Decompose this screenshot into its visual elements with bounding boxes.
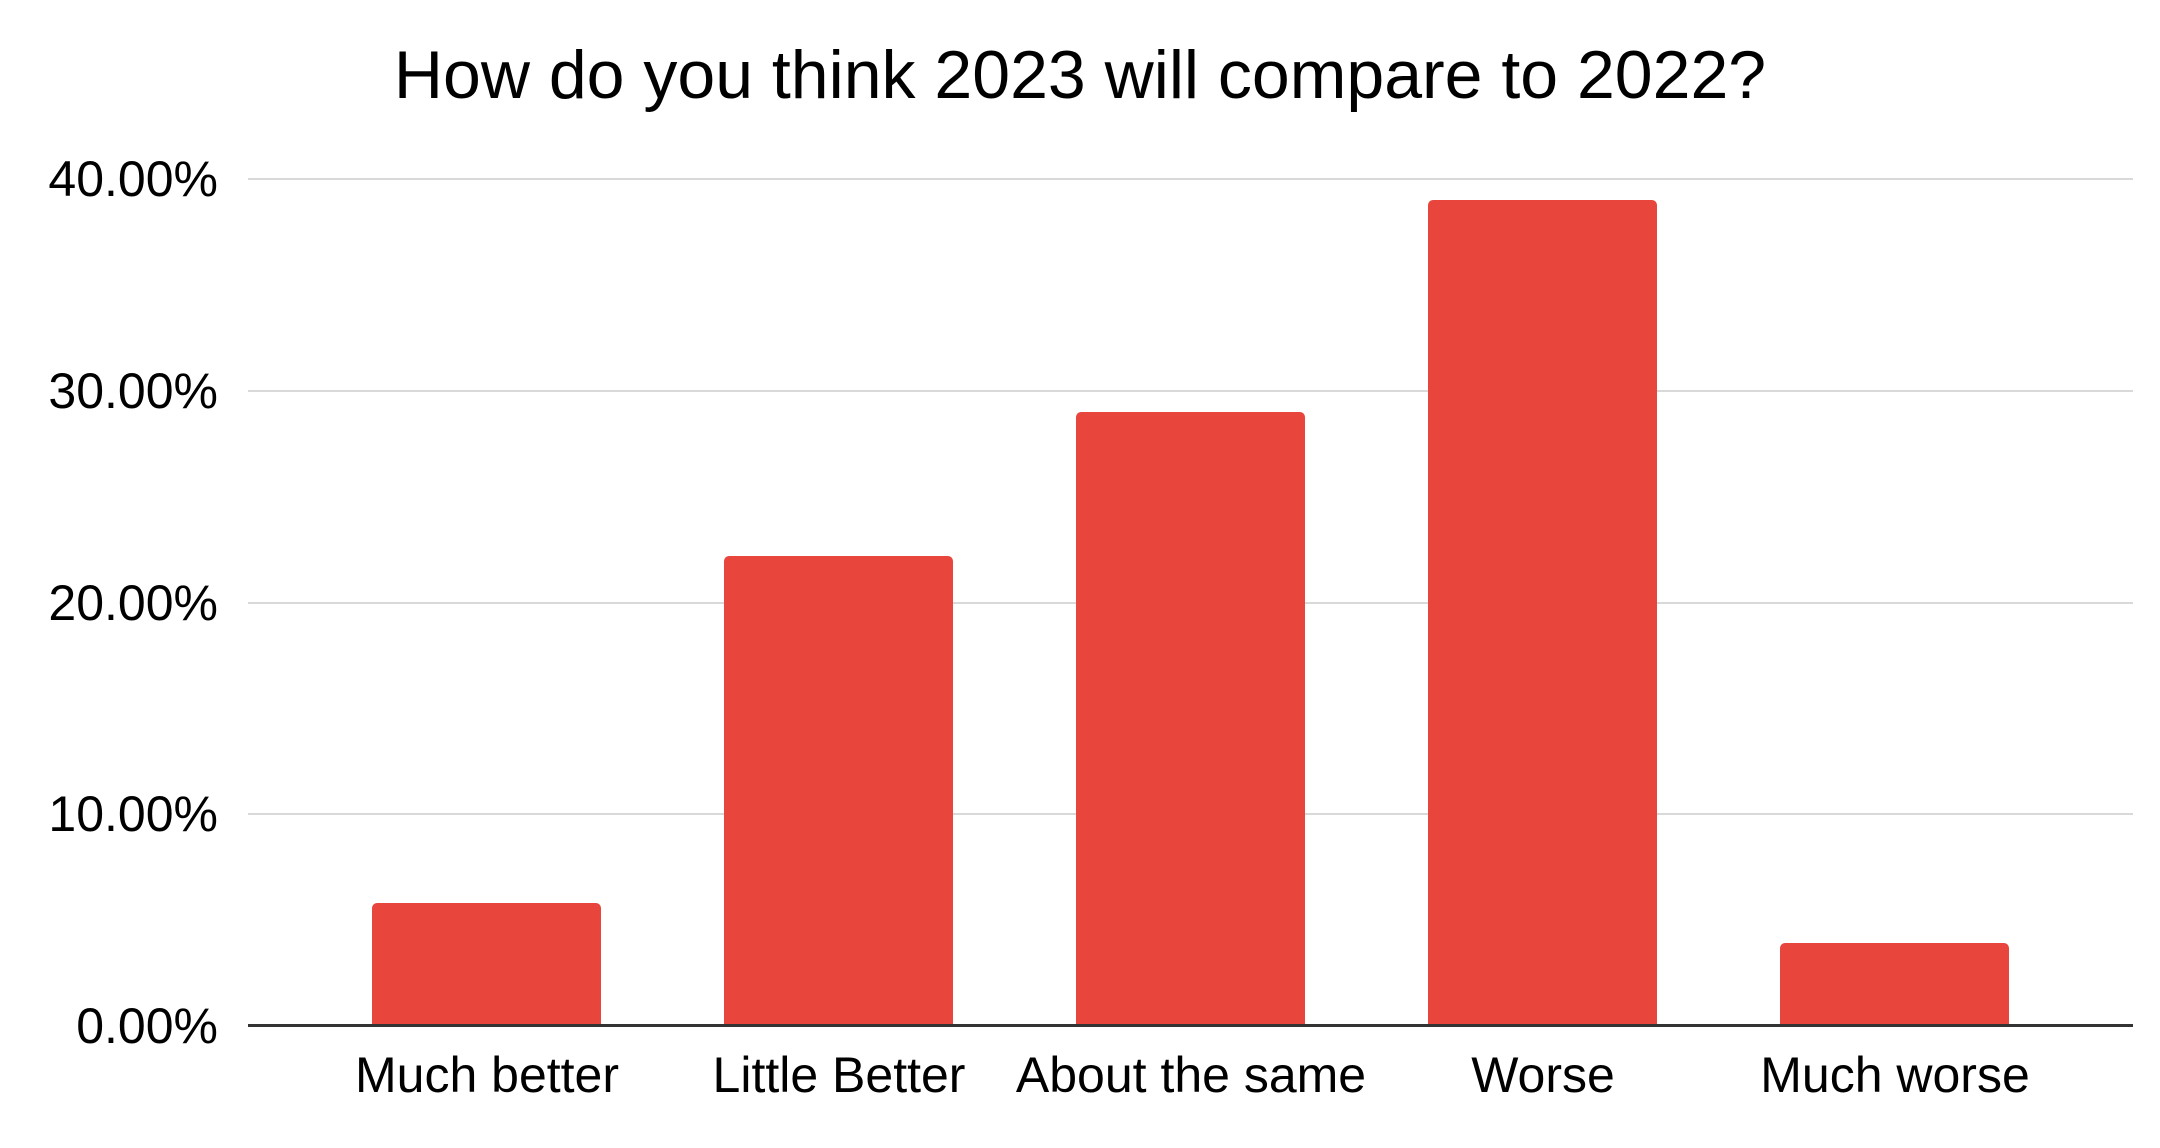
y-tick-label-20-percent: 20.00% (48, 575, 218, 631)
x-tick-label-much-better: Much better (354, 1047, 620, 1103)
gridline-40-percent (248, 178, 2133, 180)
gridline-30-percent (248, 390, 2133, 392)
plot-area (248, 178, 2133, 1027)
bar-about-the-same (1076, 412, 1305, 1026)
chart-title: How do you think 2023 will compare to 20… (393, 37, 1767, 113)
x-tick-label-much-worse: Much worse (1760, 1047, 2030, 1103)
y-tick-label-10-percent: 10.00% (48, 786, 218, 842)
bar-much-worse (1780, 943, 2009, 1026)
y-tick-label-30-percent: 30.00% (48, 363, 218, 419)
x-tick-label-about-the-same: About the same (1015, 1047, 1367, 1103)
x-tick-label-little-better: Little Better (712, 1047, 966, 1103)
bar-worse (1428, 200, 1657, 1026)
y-tick-label-40-percent: 40.00% (48, 151, 218, 207)
x-tick-label-worse: Worse (1471, 1047, 1615, 1103)
y-tick-label-0-percent: 0.00% (76, 998, 218, 1054)
bar-little-better (724, 556, 953, 1026)
x-axis-line (248, 1024, 2133, 1027)
bar-much-better (372, 903, 601, 1026)
